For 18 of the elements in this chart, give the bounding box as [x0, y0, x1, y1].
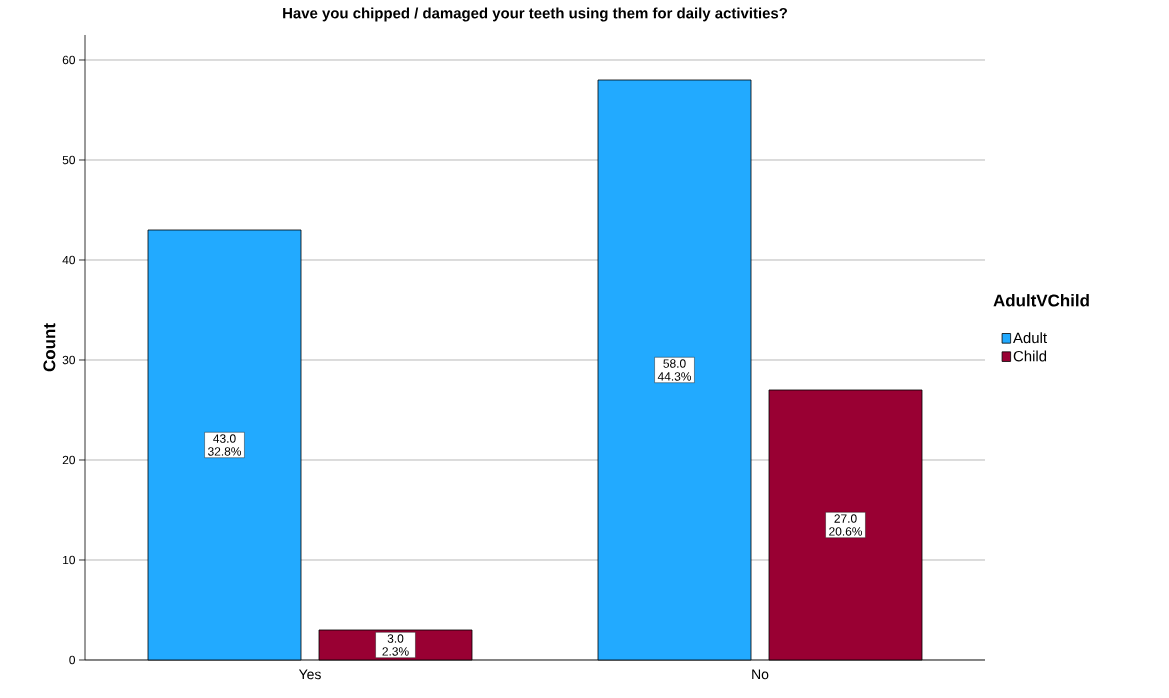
x-tick-label: No [752, 669, 769, 680]
legend-label: Child [1013, 350, 1047, 362]
data-label: 43.0 32.8% [208, 434, 242, 456]
data-label: 27.0 20.6% [829, 514, 863, 536]
y-tick-label: 0 [69, 655, 76, 665]
y-tick-label: 10 [63, 555, 76, 565]
chart-title: Have you chipped / damaged your teeth using them for daily activities? [283, 7, 787, 22]
data-label: 58.0 44.3% [657, 359, 692, 381]
y-tick-label: 50 [62, 155, 76, 165]
legend-label: Adult [1013, 332, 1047, 344]
x-tick-label: Yes [298, 669, 321, 680]
legend-title: AdultVChild [993, 294, 1089, 307]
y-tick-label: 30 [62, 355, 76, 365]
y-tick-label: 60 [62, 55, 76, 65]
data-label: 3.0 2.3% [382, 634, 409, 656]
y-axis-title: Count [43, 323, 56, 372]
y-tick-label: 40 [62, 255, 76, 265]
y-tick-label: 20 [62, 455, 76, 465]
